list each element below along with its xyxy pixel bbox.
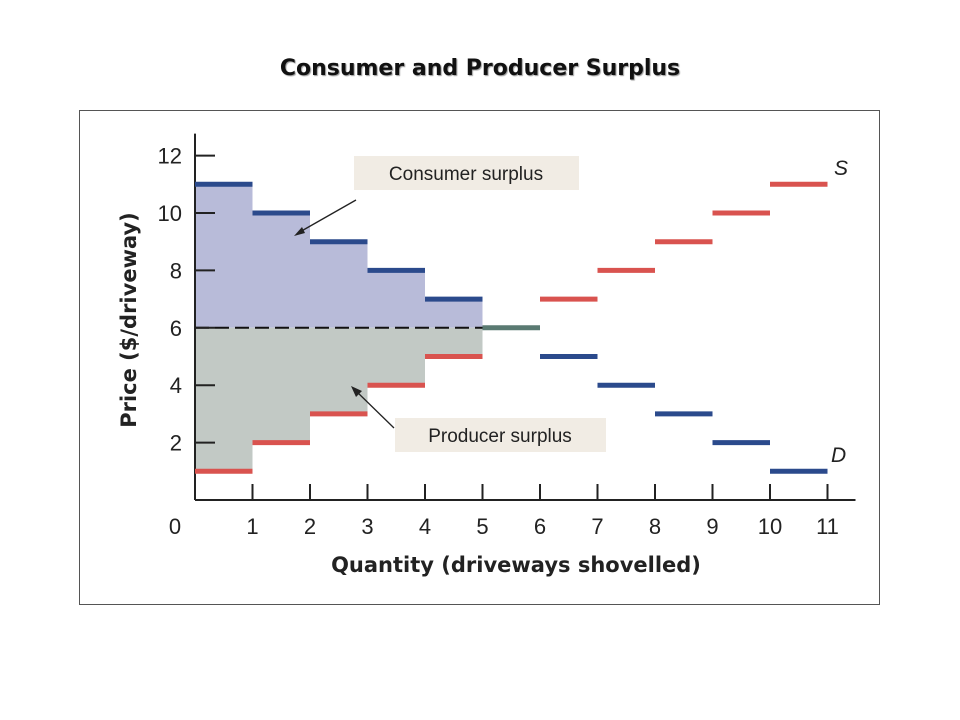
x-tick-label: 7 [591, 514, 603, 539]
y-tick-label: 8 [170, 258, 182, 283]
x-tick-label: 0 [169, 514, 181, 539]
consumer-surplus-callout-box [354, 156, 579, 190]
consumer-surplus-label: Consumer surplus [389, 164, 543, 185]
x-tick-label: 6 [534, 514, 546, 539]
y-tick-label: 4 [170, 373, 182, 398]
x-tick-label: 8 [649, 514, 661, 539]
y-tick-label: 6 [170, 316, 182, 341]
x-tick-label: 1 [246, 514, 258, 539]
consumer-surplus-arrowhead [294, 227, 305, 236]
producer-surplus-label: Producer surplus [428, 426, 572, 447]
producer-surplus-arrow [354, 389, 395, 429]
producer-surplus-arrowhead [351, 386, 362, 397]
x-axis-title: Quantity (driveways shovelled) [331, 553, 701, 577]
y-axis-title: Price ($/driveway) [117, 212, 141, 428]
x-tick-label: 2 [304, 514, 316, 539]
x-tick-label: 3 [361, 514, 373, 539]
x-tick-label: 5 [476, 514, 488, 539]
x-tick-label: 10 [758, 514, 782, 539]
x-tick-label: 11 [816, 514, 839, 539]
y-tick-label: 12 [158, 144, 182, 169]
x-tick-label: 9 [706, 514, 718, 539]
supply-curve-label: S [834, 157, 848, 180]
chart-frame [79, 110, 880, 605]
producer-surplus-callout-box [395, 418, 606, 452]
surplus-areas [195, 184, 483, 472]
demand-curve-label: D [831, 444, 846, 467]
y-tick-label: 10 [158, 201, 182, 226]
producer-surplus-area [195, 327, 483, 472]
slide-title: Consumer and Producer Surplus [279, 56, 681, 81]
step-segments [195, 181, 828, 474]
consumer-surplus-arrow [297, 199, 357, 234]
x-tick-label: 4 [419, 514, 431, 539]
axes [194, 133, 856, 501]
y-tick-label: 2 [170, 431, 182, 456]
consumer-surplus-area [195, 184, 483, 328]
